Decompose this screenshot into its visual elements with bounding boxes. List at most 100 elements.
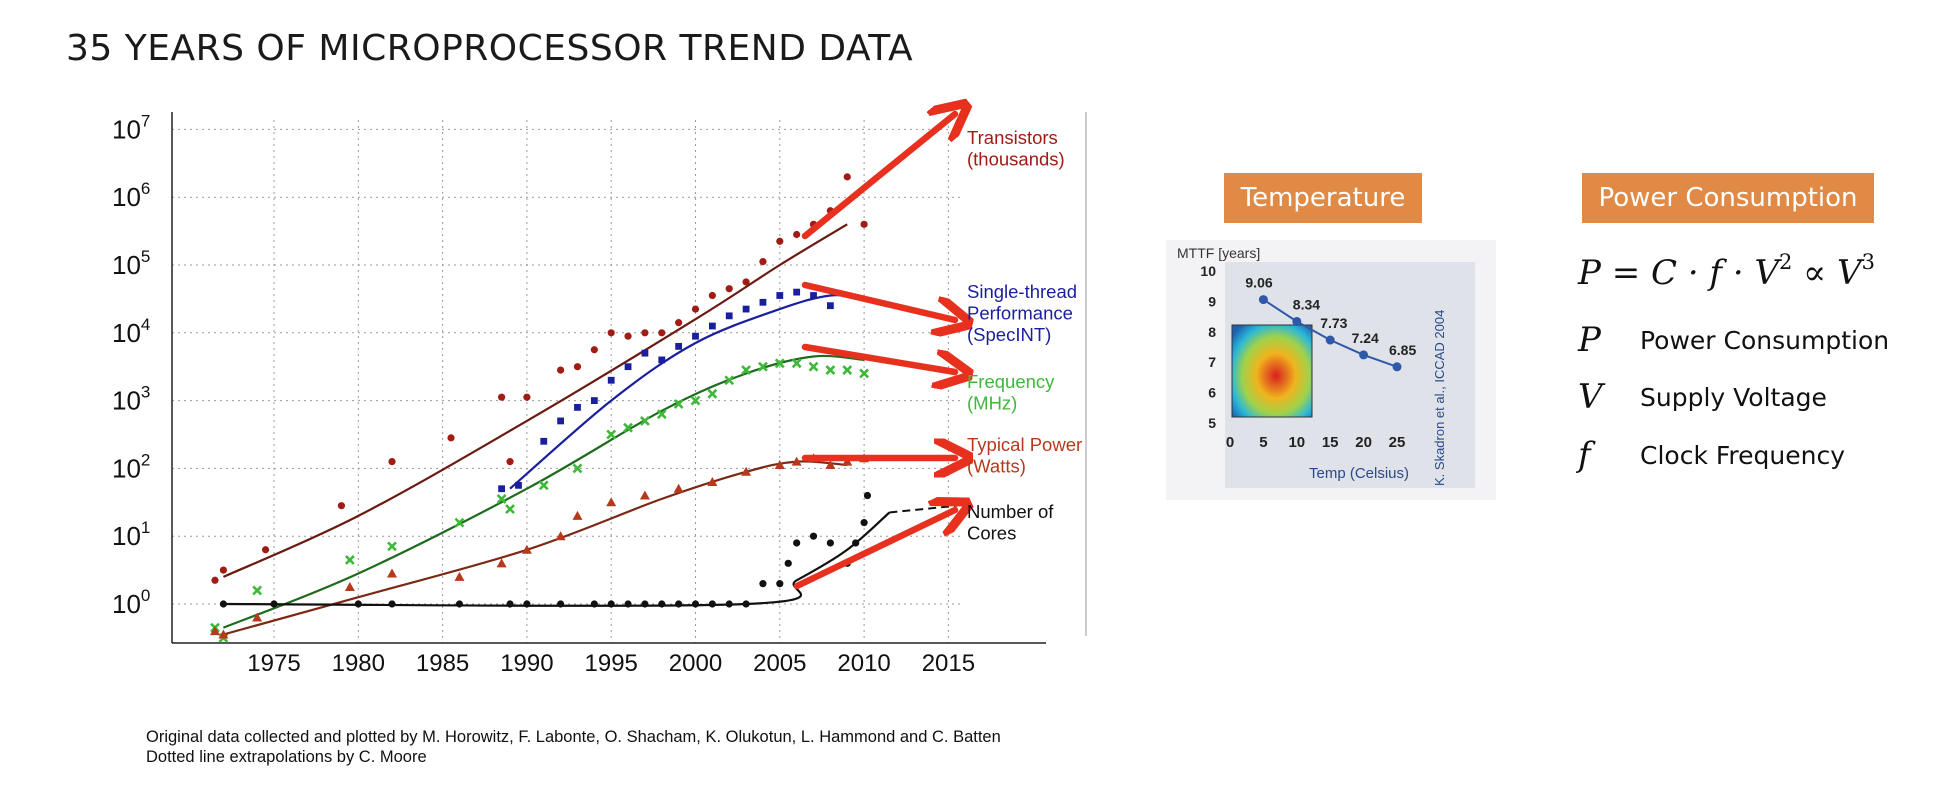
credits: Original data collected and plotted by M… [146, 727, 1001, 767]
data-point [793, 539, 801, 547]
trend-line [223, 460, 848, 636]
data-point [344, 555, 355, 565]
data-point [454, 571, 465, 581]
mttf-value-label: 7.24 [1352, 330, 1379, 346]
legend-label: Clock Frequency [1640, 441, 1846, 470]
data-point [498, 393, 506, 401]
data-point [607, 376, 615, 384]
data-point [707, 476, 718, 486]
data-point [211, 576, 219, 584]
data-point [825, 365, 836, 376]
mttf-point [1292, 316, 1302, 326]
data-point [741, 466, 752, 476]
series-label: Performance [967, 303, 1073, 324]
data-point [354, 600, 362, 608]
x-tick-label: 2005 [753, 650, 806, 677]
data-point-stroke [252, 585, 263, 596]
data-point [758, 361, 768, 372]
y-tick-label: 106 [112, 179, 150, 212]
data-point [859, 368, 870, 379]
data-point [607, 600, 615, 608]
x-tick-label: 1995 [585, 650, 638, 677]
y-tick-label: 5 [1208, 415, 1216, 431]
data-point [741, 365, 751, 376]
data-point-stroke [606, 429, 617, 440]
data-point [387, 568, 398, 578]
data-point [776, 580, 784, 588]
legend-symbol: f [1578, 435, 1591, 475]
data-point-stroke [538, 480, 549, 491]
data-point [776, 237, 784, 245]
data-point [707, 388, 718, 399]
data-point [624, 363, 632, 371]
data-point [344, 582, 355, 592]
data-point [640, 416, 650, 426]
data-point [793, 230, 801, 239]
data-point [842, 365, 853, 376]
mttf-point [1392, 362, 1402, 372]
data-point [860, 519, 868, 527]
data-point [590, 397, 598, 404]
y-axis-label: MTTF [years] [1177, 245, 1260, 261]
data-point [725, 285, 733, 293]
data-point [863, 491, 872, 500]
trend-arrow [801, 281, 955, 320]
y-tick-label: 103 [112, 383, 150, 416]
y-tick-label: 9 [1208, 293, 1216, 309]
data-point [774, 358, 785, 369]
data-point [724, 375, 735, 386]
data-point [624, 600, 632, 608]
x-axis-label: Temp (Celsius) [1309, 465, 1409, 482]
data-point [521, 544, 532, 554]
trend-chart: 1975 1980 1985 1990 1995 2000 2005 2010 2015 100 1… [112, 0, 1087, 677]
data-point [742, 278, 750, 286]
data-point [774, 460, 785, 470]
mttf-value-label: 8.34 [1293, 296, 1320, 312]
data-point [809, 532, 818, 540]
x-tick-label: 0 [1226, 434, 1234, 451]
data-point [658, 356, 666, 364]
x-tick-label: 2010 [837, 650, 890, 677]
series-label: (thousands) [967, 149, 1065, 170]
x-tick-label: 2000 [669, 650, 722, 677]
trend-arrow [801, 343, 955, 372]
x-tick-label: 2015 [922, 650, 975, 677]
data-point-stroke [690, 395, 701, 406]
y-tick-label: 107 [112, 111, 150, 144]
data-point [826, 302, 834, 310]
credits-line-2: Dotted line extrapolations by C. Moore [146, 748, 427, 766]
data-point-stroke [774, 358, 785, 369]
data-point [455, 600, 464, 608]
mttf-point [1325, 335, 1335, 345]
data-point [523, 600, 531, 608]
data-point [725, 600, 733, 608]
data-point [759, 258, 767, 266]
data-point [793, 288, 801, 296]
data-point [808, 361, 819, 372]
data-point [540, 437, 548, 445]
data-point [843, 173, 851, 181]
data-point [606, 429, 617, 440]
data-point [673, 483, 684, 493]
data-point-stroke [673, 399, 684, 409]
data-point-stroke [656, 409, 667, 420]
y-tick-label: 7 [1208, 354, 1216, 370]
data-point [759, 298, 767, 306]
data-point [270, 600, 278, 608]
y-tick-label: 102 [112, 450, 150, 483]
data-point [607, 329, 615, 337]
data-point [825, 460, 836, 470]
x-tick-label: 1985 [416, 650, 469, 677]
data-point-stroke [808, 361, 819, 372]
data-point [708, 322, 716, 330]
y-tick-label: 100 [112, 586, 150, 619]
data-point [623, 422, 633, 433]
y-tick-label: 101 [112, 518, 150, 551]
trend-line [222, 354, 865, 629]
data-point-stroke [791, 358, 802, 369]
data-point [515, 481, 522, 489]
data-point [742, 305, 750, 313]
x-tick-label: 10 [1288, 434, 1305, 451]
data-point [209, 626, 220, 636]
